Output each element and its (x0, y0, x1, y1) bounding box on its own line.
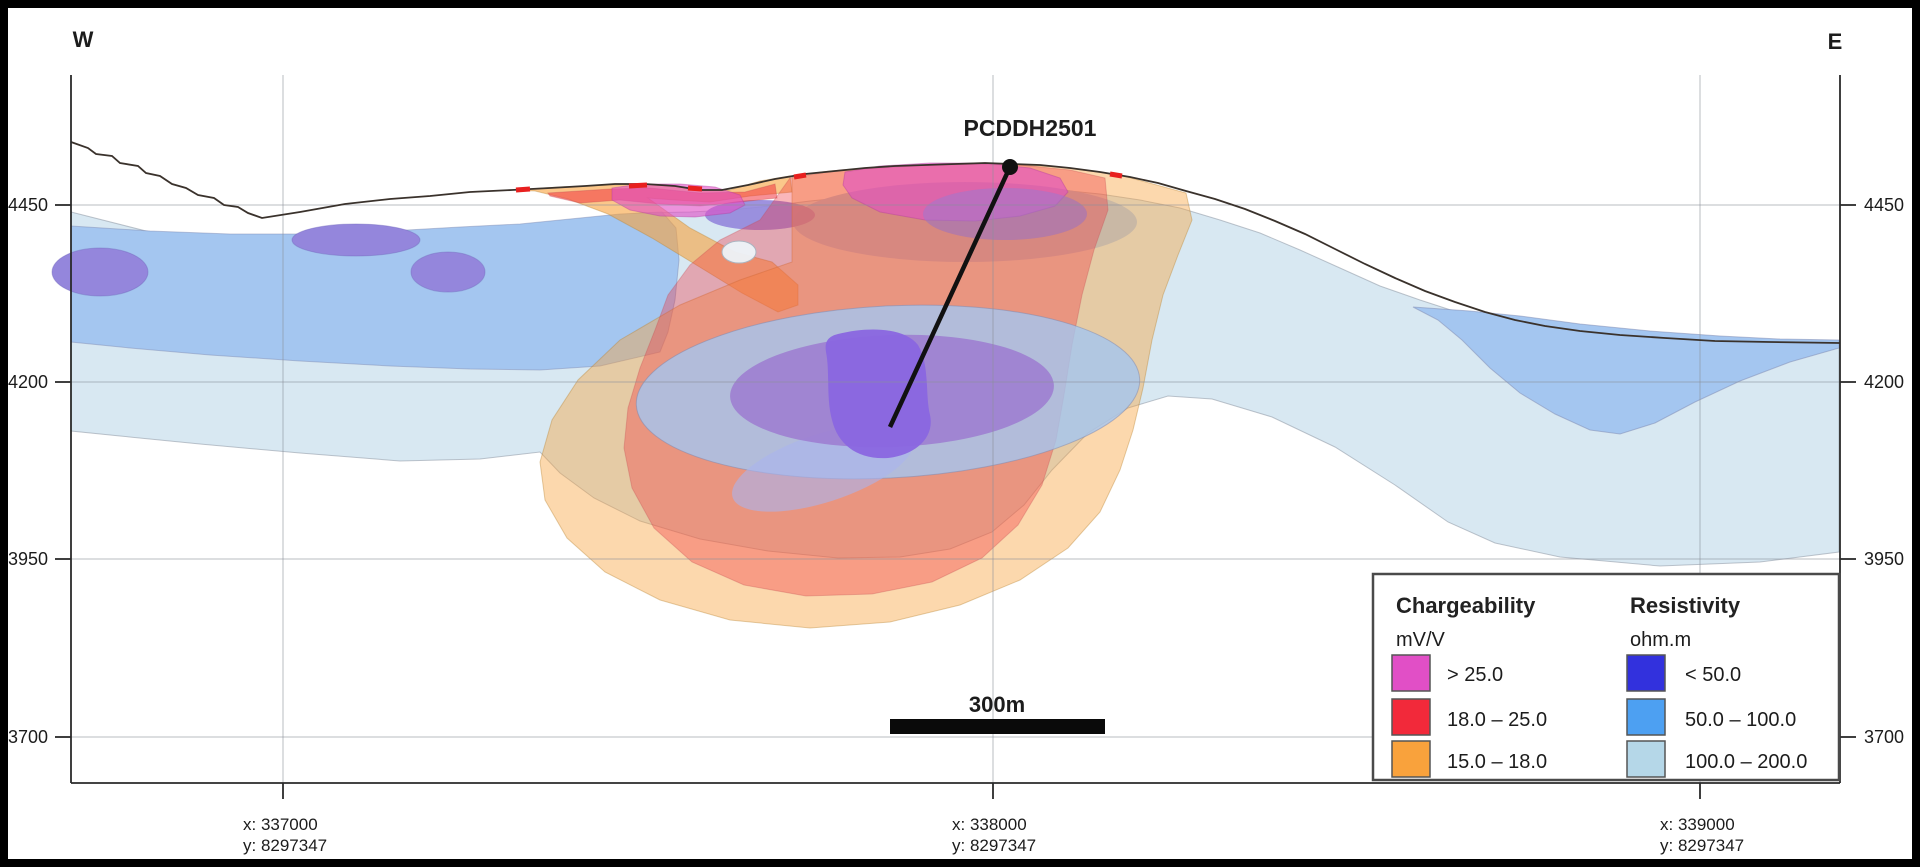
resistivity-low-pod-far-west (51, 247, 149, 297)
legend-resistivity-title: Resistivity (1630, 593, 1741, 618)
elevation-labels-left: 4450 4200 3950 3700 (8, 195, 48, 747)
legend-label-res-50-100: 50.0 – 100.0 (1685, 709, 1796, 731)
svg-text:y: 8297347: y: 8297347 (1660, 836, 1744, 855)
chargeability-gt25-west-pod (611, 183, 746, 218)
gridlines (71, 75, 1840, 783)
pale-inlier-blob (721, 240, 757, 264)
resistivity-low-pod-west-2 (291, 223, 421, 257)
svg-text:x: 337000: x: 337000 (243, 815, 318, 834)
svg-text:3700: 3700 (1864, 727, 1904, 747)
svg-text:y: 8297347: y: 8297347 (243, 836, 327, 855)
svg-text:3950: 3950 (1864, 549, 1904, 569)
drillhole-collar-marker (1002, 159, 1018, 175)
legend-swatch-res-50-100 (1626, 698, 1666, 736)
svg-text:4450: 4450 (1864, 195, 1904, 215)
scale-bar-label: 300m (969, 692, 1025, 717)
svg-text:3700: 3700 (8, 727, 48, 747)
legend-label-res-lt50: < 50.0 (1685, 664, 1741, 686)
legend-resistivity-unit: ohm.m (1630, 629, 1691, 651)
scale-bar-rect (890, 719, 1105, 734)
legend-box: Chargeability mV/V > 25.0 18.0 – 25.0 15… (1371, 572, 1841, 782)
legend-swatch-res-100-200 (1626, 740, 1666, 778)
svg-text:4200: 4200 (1864, 372, 1904, 392)
station-labels: x: 337000 y: 8297347 x: 338000 y: 829734… (243, 815, 1744, 855)
legend-swatch-chg-gt25 (1391, 654, 1431, 692)
legend-label-chg-15-18: 15.0 – 18.0 (1447, 751, 1547, 773)
orientation-west-label: W (73, 27, 94, 52)
resistivity-low-pod-hill-east-overlay (923, 188, 1087, 240)
surface-red-dashes (515, 171, 1123, 193)
cross-section-svg: PCDDH2501 W (8, 27, 1904, 855)
legend-swatch-chg-15-18 (1391, 740, 1431, 778)
svg-text:x: 339000: x: 339000 (1660, 815, 1735, 834)
legend-label-res-100-200: 100.0 – 200.0 (1685, 751, 1807, 773)
legend-label-chg-gt25: > 25.0 (1447, 664, 1503, 686)
svg-text:4200: 4200 (8, 372, 48, 392)
svg-text:x: 338000: x: 338000 (952, 815, 1027, 834)
resistivity-50-100-east-wedge (1412, 306, 1840, 435)
legend-swatch-res-lt50 (1626, 654, 1666, 692)
chargeability-gt25-hill-pod (842, 162, 1069, 222)
scale-bar: 300m (890, 692, 1105, 734)
svg-text:y: 8297347: y: 8297347 (952, 836, 1036, 855)
elevation-labels-right: 4450 4200 3950 3700 (1864, 195, 1904, 747)
resistivity-low-pod-west-3 (410, 251, 486, 293)
svg-text:3950: 3950 (8, 549, 48, 569)
svg-text:4450: 4450 (8, 195, 48, 215)
drillhole-label: PCDDH2501 (964, 115, 1097, 141)
resistivity-low-core (825, 329, 931, 459)
legend-swatch-chg-18-25 (1391, 698, 1431, 736)
section-canvas: PCDDH2501 W (8, 8, 1912, 859)
orientation-east-label: E (1828, 29, 1843, 54)
legend-label-chg-18-25: 18.0 – 25.0 (1447, 709, 1547, 731)
drillhole-trace (887, 166, 1013, 428)
legend-chargeability-title: Chargeability (1396, 593, 1536, 618)
legend-chargeability-unit: mV/V (1396, 629, 1446, 651)
